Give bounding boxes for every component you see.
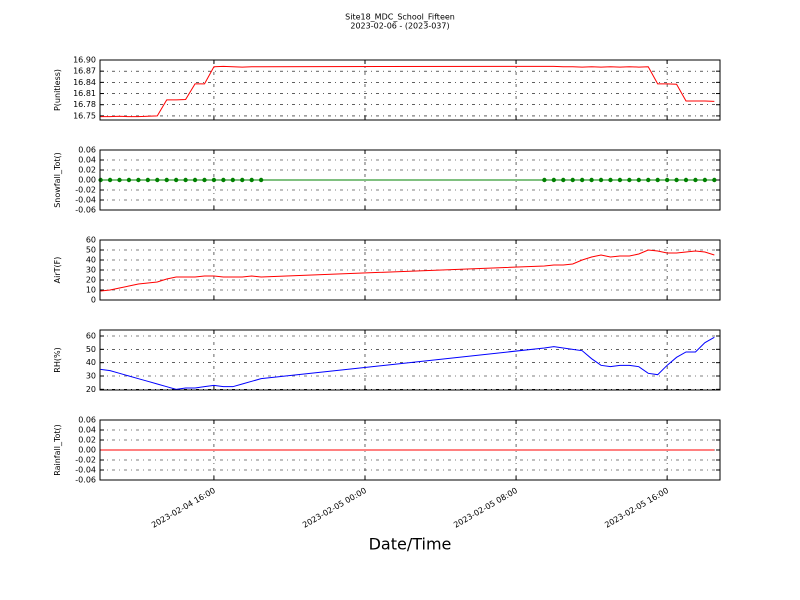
data-point [646, 177, 651, 183]
y-tick-label: 16.78 [73, 100, 96, 109]
data-point [145, 177, 151, 183]
y-tick-label: -0.02 [75, 456, 96, 465]
y-tick-label: 16.84 [73, 78, 96, 87]
data-point [674, 177, 679, 183]
y-tick-label: 40 [86, 256, 96, 265]
y-tick-label: -0.02 [75, 186, 96, 195]
plot-frame [99, 149, 721, 211]
y-tick-label: 0.04 [78, 156, 96, 165]
data-point [258, 177, 264, 183]
y-tick-label: -0.04 [75, 196, 96, 205]
data-point [551, 177, 557, 183]
y-axis-label: AirT(F) [53, 257, 62, 284]
y-tick-label: -0.04 [75, 466, 96, 475]
y-tick-label: 16.81 [73, 89, 96, 98]
y-tick-label: 16.87 [73, 67, 96, 76]
data-point [617, 177, 623, 183]
data-point [173, 177, 179, 183]
data-point [192, 177, 198, 183]
data-point [655, 177, 660, 183]
y-axis-label: P(unitless) [53, 69, 62, 111]
y-tick-label: -0.06 [75, 206, 96, 215]
data-point [589, 177, 594, 183]
y-tick-label: 0.00 [78, 446, 96, 455]
data-point [240, 177, 245, 183]
y-tick-label: 10 [86, 286, 96, 295]
x-axis-label: Date/Time [369, 535, 452, 554]
data-point [693, 177, 698, 183]
data-point [561, 177, 566, 183]
data-point [211, 177, 217, 183]
data-point [712, 177, 717, 183]
y-tick-label: 20 [86, 276, 96, 285]
y-tick-label: 0.06 [78, 416, 96, 425]
plot-frame [99, 59, 721, 121]
y-tick-label: 16.75 [73, 111, 96, 120]
y-tick-label: 30 [86, 372, 96, 381]
data-point [249, 177, 254, 183]
data-point [702, 177, 708, 183]
chart-title: Site18_MDC_School_Fifteen [345, 13, 455, 22]
data-point [598, 177, 604, 183]
y-tick-label: 0.00 [78, 176, 96, 185]
y-tick-label: 0.02 [78, 166, 96, 175]
data-point [107, 177, 113, 183]
data-point [230, 177, 236, 183]
y-tick-label: 0.02 [78, 436, 96, 445]
plot-frame [99, 419, 721, 481]
y-tick-label: 0.06 [78, 146, 96, 155]
y-tick-label: 20 [86, 385, 96, 394]
data-point [221, 177, 226, 183]
data-point [664, 177, 670, 183]
data-point [155, 177, 160, 183]
y-tick-label: 60 [86, 332, 96, 341]
data-point [683, 177, 689, 183]
plot-frame [99, 329, 721, 391]
data-point [542, 177, 547, 183]
y-tick-label: 0.04 [78, 426, 96, 435]
y-axis-label: RH(%) [53, 347, 62, 372]
data-point [183, 177, 188, 183]
series-line [100, 336, 715, 390]
y-axis-label: Rainfall_Tot() [53, 424, 62, 476]
y-tick-label: 40 [86, 358, 96, 367]
data-point [126, 177, 132, 183]
data-point [608, 177, 613, 183]
plot-frame [99, 239, 721, 301]
y-tick-label: 50 [86, 345, 96, 354]
data-point [117, 177, 122, 183]
y-tick-label: 50 [86, 246, 96, 255]
data-point [164, 177, 169, 183]
data-point [579, 177, 585, 183]
data-point [636, 177, 642, 183]
chart-subtitle: 2023-02-06 - (2023-037) [350, 22, 449, 31]
series-line [100, 65, 715, 118]
data-point [98, 177, 103, 183]
y-tick-label: -0.06 [75, 476, 96, 485]
series-line [100, 249, 715, 292]
y-axis-label: Snowfall_Tot() [53, 152, 62, 208]
y-tick-label: 30 [86, 266, 96, 275]
y-tick-label: 16.90 [73, 56, 96, 65]
y-tick-label: 0 [91, 296, 96, 305]
data-point [570, 177, 575, 183]
y-tick-label: 60 [86, 236, 96, 245]
data-point [136, 177, 141, 183]
data-point [202, 177, 207, 183]
data-point [627, 177, 632, 183]
